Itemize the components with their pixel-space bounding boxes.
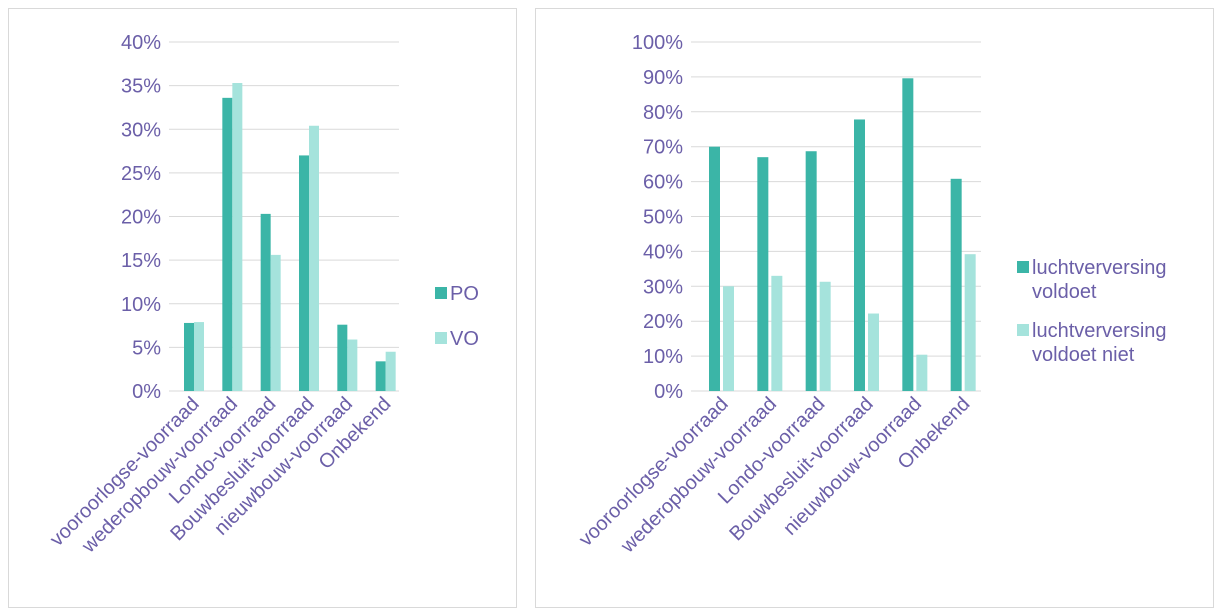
y-tick-label: 50% xyxy=(643,207,683,229)
bar-vooroorlogse-voorraad-series-1 xyxy=(709,146,720,391)
y-tick-label: 40% xyxy=(121,32,161,54)
bar-chart-ventilation-compliance: 0%10%20%30%40%50%60%70%80%90%100%vooroor… xyxy=(575,32,1167,558)
y-tick-label: 10% xyxy=(121,294,161,316)
x-category-label: wederopbouw-voorraad xyxy=(77,393,242,558)
bar-nieuwbouw-voorraad-series-1 xyxy=(902,78,914,392)
bar-chart-building-period-po-vo: 0%5%10%15%20%25%30%35%40%vooroorlogse-vo… xyxy=(46,32,479,558)
legend-label: PO xyxy=(450,283,479,305)
bar-londo-voorraad-series-2 xyxy=(270,254,281,391)
chart-panel-ventilation: 0% 10% 20% 30% 40% 50% 60% 70% 80% 90% 100% vooroor… xyxy=(535,8,1214,608)
bar-onbekend-series-1 xyxy=(950,178,962,391)
bar-nieuwbouw-voorraad-series-1 xyxy=(337,324,348,391)
y-tick-label: 80% xyxy=(643,102,683,124)
y-tick-label: 10% xyxy=(643,346,683,368)
bar-bouwbesluit-voorraad-series-2 xyxy=(868,313,879,391)
y-tick-label: 35% xyxy=(121,76,161,98)
bar-wederopbouw-voorraad-series-1 xyxy=(757,157,769,391)
y-tick-label: 5% xyxy=(132,337,161,359)
bar-wederopbouw-voorraad-series-2 xyxy=(232,83,243,391)
bar-onbekend-series-2 xyxy=(964,254,976,391)
bar-vooroorlogse-voorraad-series-1 xyxy=(184,322,194,391)
y-tick-label: 30% xyxy=(121,119,161,141)
bar-vooroorlogse-voorraad-series-2 xyxy=(194,322,204,391)
legend-label: luchtverversing xyxy=(1032,257,1167,279)
bar-onbekend-series-2 xyxy=(385,351,396,391)
legend-label: VO xyxy=(450,328,479,350)
y-tick-label: 70% xyxy=(643,137,683,159)
y-tick-label: 15% xyxy=(121,250,161,272)
bar-vooroorlogse-voorraad-series-2 xyxy=(723,286,734,391)
bar-londo-voorraad-series-1 xyxy=(260,213,271,391)
legend-label: luchtverversing xyxy=(1032,320,1167,342)
y-tick-label: 0% xyxy=(132,381,161,403)
y-tick-label: 20% xyxy=(121,207,161,229)
y-tick-label: 0% xyxy=(654,381,683,403)
legend-swatch xyxy=(1017,261,1029,273)
legend-label: voldoet niet xyxy=(1032,344,1135,366)
bar-wederopbouw-voorraad-series-1 xyxy=(222,97,233,391)
bar-onbekend-series-1 xyxy=(375,361,386,391)
bar-londo-voorraad-series-1 xyxy=(805,151,817,391)
bar-bouwbesluit-voorraad-series-1 xyxy=(299,155,309,391)
y-tick-label: 90% xyxy=(643,67,683,89)
bar-bouwbesluit-voorraad-series-2 xyxy=(309,125,319,391)
legend-swatch xyxy=(1017,324,1029,336)
bar-wederopbouw-voorraad-series-2 xyxy=(771,275,783,391)
y-tick-label: 30% xyxy=(643,276,683,298)
legend-label: voldoet xyxy=(1032,281,1097,303)
legend-swatch xyxy=(435,332,447,344)
y-tick-label: 20% xyxy=(643,311,683,333)
bar-bouwbesluit-voorraad-series-1 xyxy=(854,119,865,391)
bar-londo-voorraad-series-2 xyxy=(819,281,831,391)
y-tick-label: 100% xyxy=(632,32,683,54)
y-tick-label: 60% xyxy=(643,172,683,194)
bar-nieuwbouw-voorraad-series-2 xyxy=(347,339,358,391)
chart-panel-school-types: 0% 5% 10% 15% 20% 25% 30% 35% 40% vooroorlogse-vo… xyxy=(8,8,517,608)
legend-swatch xyxy=(435,287,447,299)
y-tick-label: 40% xyxy=(643,241,683,263)
bar-nieuwbouw-voorraad-series-2 xyxy=(916,354,928,391)
y-tick-label: 25% xyxy=(121,163,161,185)
